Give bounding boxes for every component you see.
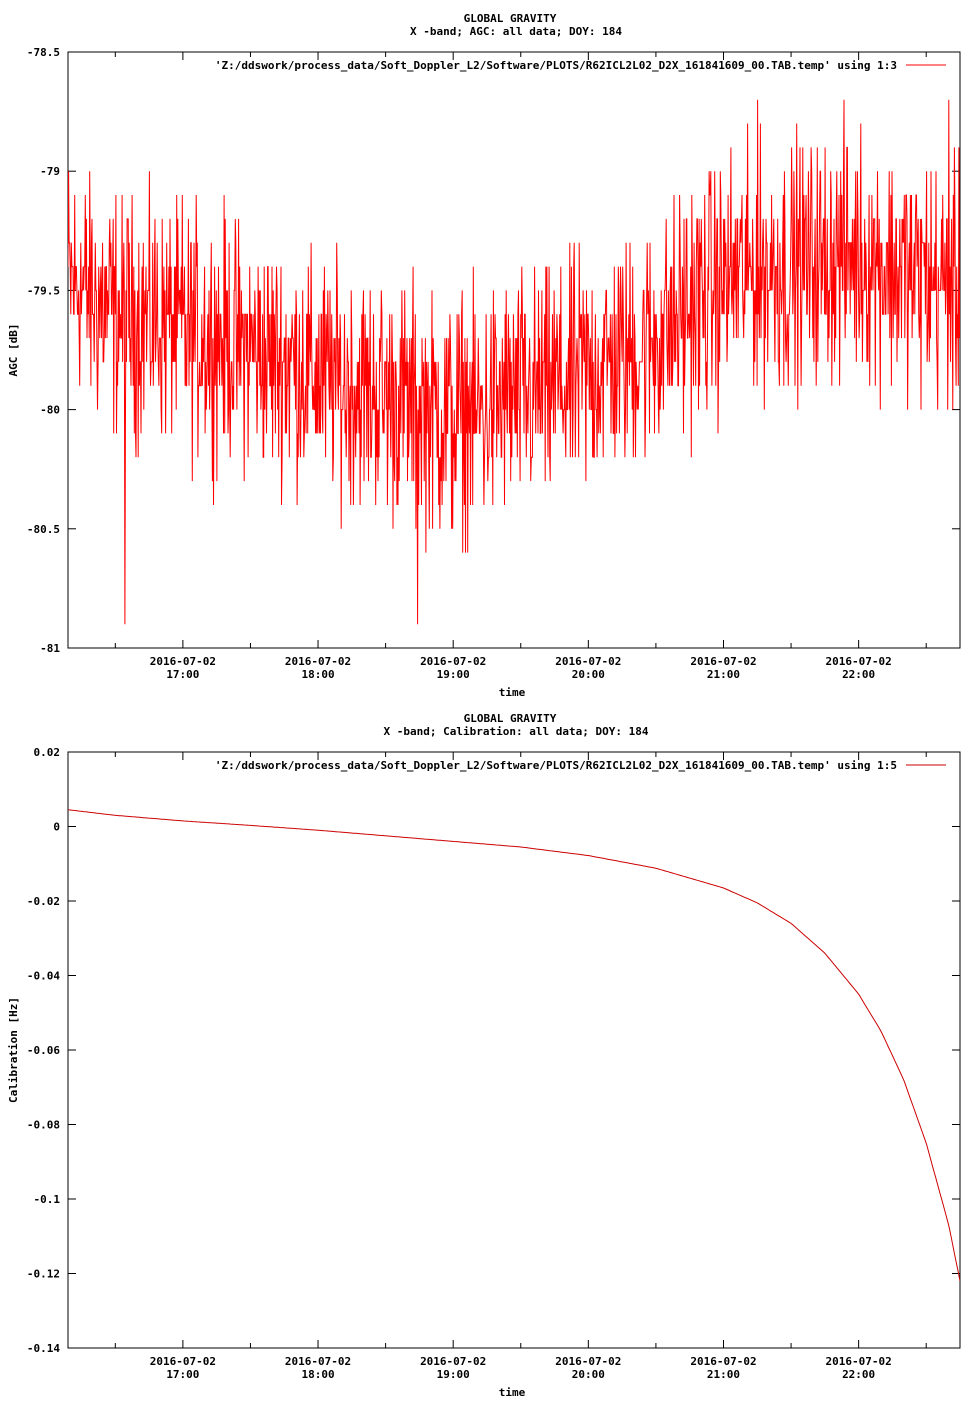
calibration-y-tick-label: -0.14 (27, 1342, 60, 1355)
agc-chart-title: GLOBAL GRAVITY (464, 12, 557, 25)
agc-legend-label: 'Z:/ddswork/process_data/Soft_Doppler_L2… (215, 59, 897, 72)
calibration-chart-title: GLOBAL GRAVITY (464, 712, 557, 725)
calibration-y-tick-label: -0.02 (27, 895, 60, 908)
calibration-x-tick-time: 17:00 (166, 1368, 199, 1381)
agc-x-tick-time: 20:00 (572, 668, 605, 681)
calibration-x-tick-date: 2016-07-02 (420, 1355, 486, 1368)
calibration-x-tick-time: 20:00 (572, 1368, 605, 1381)
agc-x-tick-date: 2016-07-02 (150, 655, 216, 668)
calibration-y-tick-label: -0.06 (27, 1044, 60, 1057)
calibration-plot-frame (67, 751, 961, 1349)
agc-chart-subtitle: X -band; AGC: all data; DOY: 184 (410, 25, 622, 38)
agc-x-tick-date: 2016-07-02 (826, 655, 892, 668)
agc-y-tick-label: -79 (40, 165, 60, 178)
calibration-x-tick-date: 2016-07-02 (826, 1355, 892, 1368)
calibration-chart-subtitle: X -band; Calibration: all data; DOY: 184 (384, 725, 649, 738)
calibration-x-tick-date: 2016-07-02 (690, 1355, 756, 1368)
agc-y-tick-label: -79.5 (27, 284, 60, 297)
calibration-y-tick-label: -0.08 (27, 1119, 60, 1132)
calibration-y-tick-label: -0.12 (27, 1268, 60, 1281)
calibration-y-axis-label: Calibration [Hz] (7, 997, 20, 1103)
calibration-series-line (68, 809, 960, 1282)
calibration-x-axis-label: time (499, 1386, 526, 1399)
calibration-x-tick-date: 2016-07-02 (555, 1355, 621, 1368)
calibration-x-tick-time: 19:00 (437, 1368, 470, 1381)
calibration-x-tick-time: 18:00 (301, 1368, 334, 1381)
agc-x-tick-date: 2016-07-02 (420, 655, 486, 668)
agc-y-tick-label: -80 (40, 404, 60, 417)
agc-x-axis-label: time (499, 686, 526, 699)
agc-x-tick-time: 18:00 (301, 668, 334, 681)
agc-x-tick-time: 22:00 (842, 668, 875, 681)
agc-plot-frame (67, 51, 961, 649)
calibration-y-tick-label: -0.1 (34, 1193, 61, 1206)
calibration-x-tick-time: 22:00 (842, 1368, 875, 1381)
agc-x-tick-date: 2016-07-02 (690, 655, 756, 668)
agc-x-tick-time: 19:00 (437, 668, 470, 681)
agc-y-tick-label: -81 (40, 642, 60, 655)
calibration-legend-label: 'Z:/ddswork/process_data/Soft_Doppler_L2… (215, 759, 897, 772)
agc-x-tick-date: 2016-07-02 (285, 655, 351, 668)
calibration-x-tick-date: 2016-07-02 (150, 1355, 216, 1368)
agc-series-line (68, 99, 960, 625)
agc-x-tick-date: 2016-07-02 (555, 655, 621, 668)
agc-x-tick-time: 21:00 (707, 668, 740, 681)
agc-chart: GLOBAL GRAVITY X -band; AGC: all data; D… (7, 12, 961, 699)
calibration-chart: GLOBAL GRAVITY X -band; Calibration: all… (7, 712, 961, 1399)
calibration-x-tick-time: 21:00 (707, 1368, 740, 1381)
agc-x-tick-time: 17:00 (166, 668, 199, 681)
calibration-x-tick-date: 2016-07-02 (285, 1355, 351, 1368)
calibration-y-tick-label: 0 (53, 821, 60, 834)
agc-y-axis-label: AGC [dB] (7, 324, 20, 377)
agc-y-tick-label: -80.5 (27, 523, 60, 536)
agc-y-tick-label: -78.5 (27, 46, 60, 59)
calibration-y-tick-label: -0.04 (27, 970, 60, 983)
calibration-y-tick-label: 0.02 (34, 746, 61, 759)
